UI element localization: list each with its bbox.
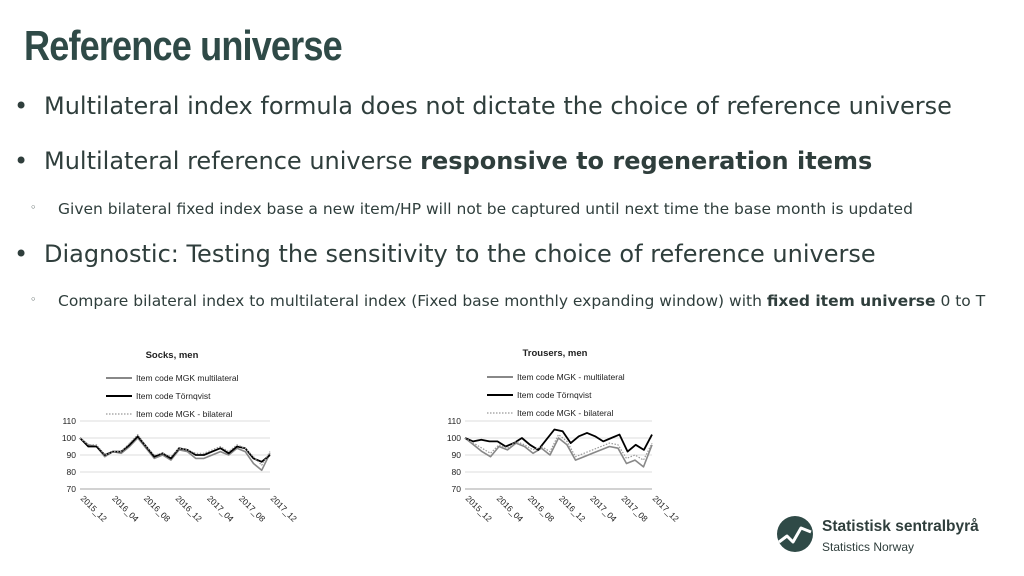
y-tick-label: 90: [452, 450, 462, 460]
sub-bullet-marker: ◦: [30, 201, 37, 214]
y-tick-label: 70: [452, 484, 462, 494]
y-tick-label: 110: [447, 416, 461, 426]
sub-bullet-text-plain: Compare bilateral index to multilateral …: [58, 292, 767, 310]
y-tick-label: 80: [67, 467, 77, 477]
sub-bullet-text-tail: 0 to T: [935, 292, 986, 310]
sub-bullet-text-bold: fixed item universe: [766, 292, 936, 310]
bullet-marker: •: [14, 147, 29, 175]
y-tick-label: 100: [447, 433, 461, 443]
x-tick-label: 2017_08: [619, 493, 650, 524]
bullet-text: Multilateral reference universe responsi…: [44, 147, 872, 175]
y-tick-label: 100: [62, 433, 76, 443]
legend-entry: Item code MGK multilateral: [136, 373, 239, 383]
series-line: [79, 434, 271, 466]
bullet-text: Multilateral index formula does not dict…: [44, 92, 952, 120]
legend-entry: Item code Törnqvist: [136, 391, 211, 401]
statistics-norway-logo-icon: [777, 516, 813, 552]
legend-entry: Item code MGK - bilateral: [517, 408, 613, 418]
legend-entry: Item code Törnqvist: [517, 390, 592, 400]
sub-bullet-text: Compare bilateral index to multilateral …: [58, 292, 985, 310]
x-tick-label: 2017_12: [651, 493, 682, 524]
x-tick-label: 2017_04: [588, 493, 619, 524]
x-tick-label: 2016_12: [557, 493, 588, 524]
page-title: Reference universe: [24, 22, 343, 69]
y-tick-label: 80: [452, 467, 462, 477]
legend-entry: Item code MGK - multilateral: [517, 372, 625, 382]
series-line: [464, 437, 653, 468]
series-line: [464, 428, 653, 453]
sub-bullet-text: Given bilateral fixed index base a new i…: [58, 200, 913, 218]
x-tick-label: 2016_08: [526, 493, 557, 524]
logo-subtitle: Statistics Norway: [822, 540, 915, 554]
y-tick-label: 90: [67, 450, 77, 460]
legend-entry: Item code MGK - bilateral: [136, 409, 232, 419]
logo-name: Statistisk sentralbyrå: [822, 518, 979, 535]
bullet-text: Diagnostic: Testing the sensitivity to t…: [44, 240, 876, 268]
y-tick-label: 110: [62, 416, 76, 426]
chart-title: Socks, men: [146, 350, 199, 361]
y-tick-label: 70: [67, 484, 77, 494]
bullet-marker: •: [14, 92, 29, 120]
sub-bullet-marker: ◦: [30, 293, 37, 306]
bullet-text-plain: Multilateral reference universe: [44, 147, 421, 175]
bullet-text-bold: responsive to regeneration items: [420, 147, 873, 175]
bullet-marker: •: [14, 240, 29, 268]
x-tick-label: 2016_04: [495, 493, 526, 524]
x-tick-label: 2015_12: [464, 493, 495, 524]
chart-title: Trousers, men: [523, 348, 588, 359]
